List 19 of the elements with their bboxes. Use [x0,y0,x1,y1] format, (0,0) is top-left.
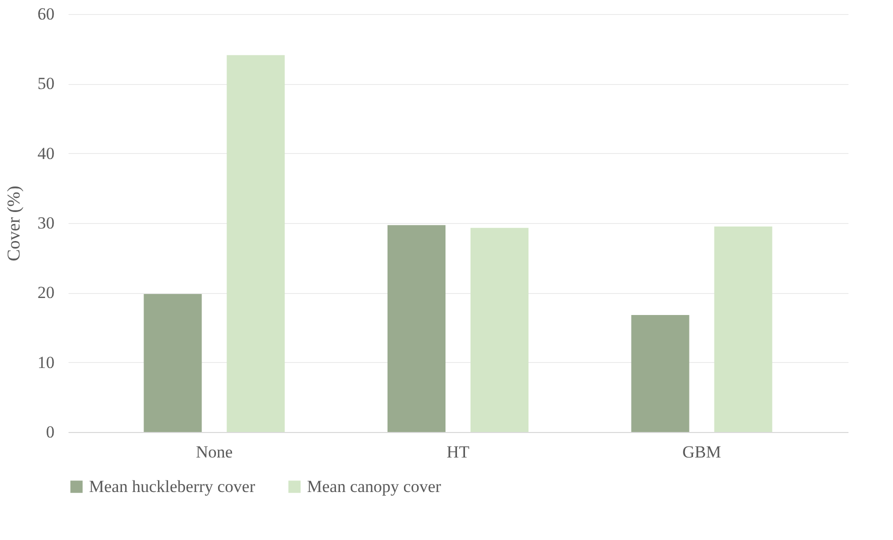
x-tick-label: HT [446,442,470,462]
y-tick-label: 10 [38,352,54,372]
bar [714,226,772,432]
y-axis-title: Cover (%) [4,186,24,262]
y-tick-label: 0 [46,422,54,442]
bar [388,225,446,432]
y-tick-label: 40 [38,144,54,163]
x-tick-label: None [196,442,233,462]
bar [226,55,285,432]
legend-label: Mean canopy cover [307,476,442,496]
y-tick-label: 30 [38,214,54,232]
bar [631,314,690,432]
y-tick-label: 20 [38,283,54,302]
x-tick-label: GBM [682,442,722,462]
y-tick-label: 50 [38,74,54,94]
bar [470,228,528,432]
y-tick-label: 60 [38,4,54,24]
legend-label: Mean huckleberry cover [89,476,256,496]
bar [144,294,202,432]
